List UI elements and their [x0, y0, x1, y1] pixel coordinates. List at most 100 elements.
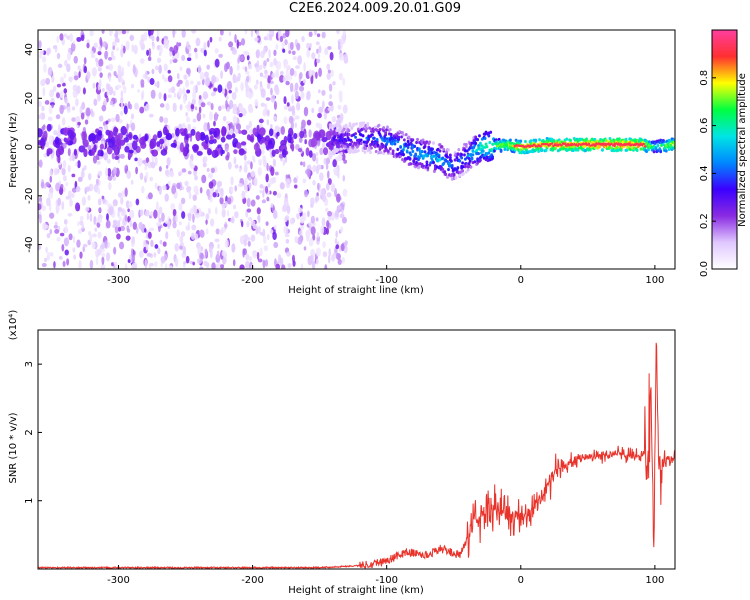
- noise-cell: [312, 234, 316, 241]
- ridge-cell: [344, 139, 348, 143]
- noise-cell: [281, 264, 286, 269]
- noise-cell: [103, 124, 109, 131]
- noise-cell: [259, 64, 263, 70]
- noise-cell: [221, 126, 225, 136]
- noise-cell: [288, 50, 292, 54]
- colorbar-tick-label: 0.0: [699, 261, 710, 277]
- noise-cell: [308, 150, 313, 158]
- ridge-cell: [458, 159, 462, 163]
- ridge-cell: [491, 155, 495, 159]
- ridge-cell: [364, 129, 368, 133]
- noise-cell: [186, 41, 190, 49]
- noise-cell: [315, 195, 320, 202]
- ridge-cell: [433, 169, 436, 174]
- noise-cell: [72, 235, 76, 244]
- noise-cell: [256, 207, 261, 215]
- noise-cell: [247, 240, 251, 247]
- noise-cell: [240, 220, 244, 228]
- noise-cell: [199, 186, 203, 194]
- noise-cell: [99, 72, 103, 78]
- noise-cell: [73, 254, 77, 260]
- noise-cell: [315, 122, 321, 128]
- noise-cell: [182, 86, 186, 95]
- noise-cell: [47, 66, 53, 76]
- ridge-cell: [446, 155, 449, 159]
- noise-cell: [288, 115, 294, 124]
- noise-cell: [318, 89, 321, 94]
- noise-cell: [162, 241, 167, 247]
- noise-cell: [259, 81, 263, 87]
- ridge-cell: [374, 149, 378, 154]
- noise-cell: [92, 233, 97, 238]
- noise-cell: [77, 65, 81, 71]
- noise-cell: [255, 79, 259, 85]
- noise-cell: [336, 30, 340, 35]
- noise-cell: [121, 30, 127, 35]
- noise-cell: [71, 106, 76, 111]
- noise-cell: [172, 30, 175, 38]
- noise-cell: [262, 109, 268, 117]
- noise-cell: [79, 251, 83, 259]
- noise-cell: [101, 104, 107, 112]
- ridge-cell: [362, 121, 366, 125]
- colorbar-tick-label: 0.8: [699, 70, 710, 86]
- noise-cell: [187, 52, 192, 57]
- noise-cell: [57, 128, 61, 135]
- noise-cell: [112, 45, 116, 51]
- noise-cell: [158, 64, 162, 74]
- noise-cell: [68, 76, 73, 82]
- noise-cell: [208, 245, 213, 254]
- noise-cell: [232, 259, 236, 267]
- ridge-cell: [417, 147, 421, 151]
- noise-cell: [285, 30, 290, 38]
- noise-cell: [57, 63, 63, 69]
- noise-cell: [101, 252, 106, 258]
- noise-cell: [260, 102, 266, 107]
- noise-cell: [218, 53, 224, 58]
- ridge-cell: [426, 154, 430, 158]
- noise-cell: [259, 184, 264, 189]
- noise-cell: [292, 56, 297, 61]
- noise-cell: [78, 259, 82, 269]
- ridge-cell: [448, 155, 452, 160]
- y-tick-label: 0: [24, 144, 35, 150]
- noise-cell: [62, 159, 67, 169]
- snr-plot-area: [38, 330, 675, 569]
- noise-cell: [97, 214, 103, 224]
- noise-cell: [254, 37, 259, 42]
- noise-cell: [188, 191, 192, 200]
- noise-cell: [164, 139, 170, 147]
- noise-cell: [256, 251, 260, 260]
- noise-cell: [72, 40, 76, 45]
- noise-cell: [221, 250, 227, 257]
- noise-cell: [332, 252, 337, 260]
- noise-cell: [267, 75, 271, 84]
- noise-cell: [316, 99, 320, 105]
- noise-cell: [257, 258, 263, 263]
- noise-cell: [270, 94, 276, 103]
- noise-cell: [247, 63, 253, 70]
- ridge-cell: [599, 138, 602, 142]
- noise-cell: [160, 148, 168, 156]
- noise-cell: [63, 88, 68, 94]
- noise-cell: [120, 111, 124, 116]
- noise-cell: [185, 112, 189, 117]
- noise-cell: [46, 47, 52, 55]
- noise-cell: [52, 45, 58, 50]
- noise-cell: [296, 214, 300, 220]
- noise-cell: [327, 46, 332, 50]
- noise-cell: [60, 184, 64, 189]
- noise-cell: [272, 116, 277, 121]
- ridge-cell: [375, 128, 379, 132]
- noise-cell: [279, 74, 285, 83]
- noise-cell: [119, 241, 125, 250]
- noise-cell: [182, 146, 188, 157]
- noise-cell: [318, 129, 326, 138]
- noise-cell: [206, 147, 212, 156]
- colorbar-tick-label: 0.2: [699, 213, 710, 229]
- noise-cell: [154, 182, 158, 189]
- noise-cell: [192, 91, 197, 100]
- noise-cell: [167, 69, 171, 74]
- noise-cell: [113, 90, 116, 96]
- ridge-core-cell: [550, 142, 554, 145]
